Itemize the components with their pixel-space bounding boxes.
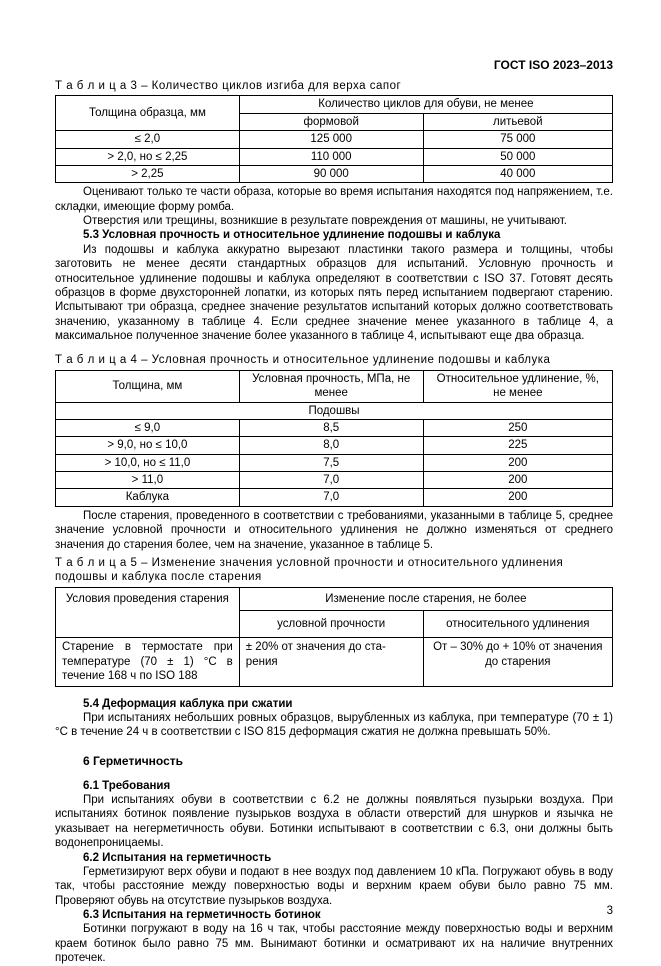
table3-caption-rest: – Количество циклов изгиба для верха сап… <box>137 80 401 92</box>
cell: > 10,0, но ≤ 11,0 <box>56 454 240 471</box>
cell: 40 000 <box>423 165 612 182</box>
table-row: Каблука 7,0 200 <box>56 489 613 506</box>
table-row: > 9,0, но ≤ 10,0 8,0 225 <box>56 437 613 454</box>
cell: 75 000 <box>423 131 612 148</box>
t5-sub1: условной прочности <box>277 618 385 630</box>
t3-col1: Толщина образца, мм <box>89 107 206 119</box>
para: Герметизируют верх обуви и подают в нее … <box>55 865 613 908</box>
table4-caption-prefix: Т а б л и ц а 4 <box>55 354 137 366</box>
t3-sub1: формовой <box>304 116 359 128</box>
para: Ботинки погружают в воду на 16 ч так, чт… <box>55 922 613 965</box>
table4-caption: Т а б л и ц а 4 – Условная прочность и о… <box>55 353 613 367</box>
t4-col1: Толщина, мм <box>112 380 182 392</box>
table-row: Подошвы <box>56 402 613 419</box>
cell: > 11,0 <box>56 472 240 489</box>
sec-6-3-title: 6.3 Испытания на герметичность ботинок <box>55 908 613 922</box>
cell: > 9,0, но ≤ 10,0 <box>56 437 240 454</box>
table4-caption-rest: – Условная прочность и относительное удл… <box>137 354 550 366</box>
t5-col1: Условия проведения старения <box>66 593 229 605</box>
cell: От – 30% до + 10% от значения до старени… <box>423 638 612 686</box>
cell: 200 <box>423 489 612 506</box>
table-row: ≤ 9,0 8,5 250 <box>56 419 613 436</box>
cell: 225 <box>423 437 612 454</box>
cell: 200 <box>423 472 612 489</box>
table3-caption-prefix: Т а б л и ц а 3 <box>55 80 137 92</box>
para: После старения, проведенного в соответст… <box>55 509 613 552</box>
table-row: > 2,0, но ≤ 2,25 110 000 50 000 <box>56 148 613 165</box>
cell: 250 <box>423 419 612 436</box>
page-number: 3 <box>607 904 613 918</box>
group-header: Подошвы <box>56 402 613 419</box>
sec-5-4-title: 5.4 Деформация каблука при сжатии <box>55 697 613 711</box>
cell: 8,5 <box>239 419 423 436</box>
doc-code: ГОСТ ISO 2023–2013 <box>55 58 613 73</box>
sec-6-1-title: 6.1 Требования <box>55 779 613 793</box>
cell: ≤ 9,0 <box>56 419 240 436</box>
cell: 7,5 <box>239 454 423 471</box>
cell: 50 000 <box>423 148 612 165</box>
para: При испытаниях небольших ровных образцов… <box>55 711 613 740</box>
cell: 7,0 <box>239 472 423 489</box>
table4: Толщина, мм Условная прочность, МПа, не … <box>55 370 613 507</box>
para: Из подошвы и каблука аккуратно вырезают … <box>55 243 613 344</box>
table-row: > 11,0 7,0 200 <box>56 472 613 489</box>
t5-sub2: относительного удлинения <box>446 618 589 630</box>
cell: > 2,25 <box>56 165 240 182</box>
cell: ± 20% от значения до ста- рения <box>239 638 423 686</box>
table-row: ≤ 2,0 125 000 75 000 <box>56 131 613 148</box>
sec-5-3-title: 5.3 Условная прочность и относительное у… <box>55 228 613 242</box>
table-row: Старение в термостате при температуре (7… <box>56 638 613 686</box>
table5-caption: Т а б л и ц а 5 – Изменение значения усл… <box>55 556 613 585</box>
table3: Толщина образца, мм Количество циклов дл… <box>55 95 613 183</box>
sec-6-2-title: 6.2 Испытания на герметичность <box>55 851 613 865</box>
table-row: > 2,25 90 000 40 000 <box>56 165 613 182</box>
para: Оценивают только те части образа, которы… <box>55 185 613 214</box>
cell: > 2,0, но ≤ 2,25 <box>56 148 240 165</box>
sec-6-title: 6 Герметичность <box>55 754 613 769</box>
cell: 110 000 <box>239 148 423 165</box>
cell: 90 000 <box>239 165 423 182</box>
table5-caption-prefix: Т а б л и ц а 5 <box>55 557 137 569</box>
cell: 7,0 <box>239 489 423 506</box>
group-header: Каблука <box>56 489 240 506</box>
t5-group: Изменение после старения, не более <box>325 593 526 605</box>
cell: 125 000 <box>239 131 423 148</box>
table5: Условия проведения старения Изменение по… <box>55 587 613 687</box>
table-row: > 10,0, но ≤ 11,0 7,5 200 <box>56 454 613 471</box>
para: Отверстия или трещины, возникшие в резул… <box>55 214 613 228</box>
cell: ≤ 2,0 <box>56 131 240 148</box>
t3-sub2: литьевой <box>493 116 543 128</box>
t3-group: Количество циклов для обуви, не менее <box>318 98 533 110</box>
t4-col3: Относительное удлинение, %, не менее <box>437 373 599 399</box>
cell: 200 <box>423 454 612 471</box>
page: ГОСТ ISO 2023–2013 Т а б л и ц а 3 – Кол… <box>0 0 661 936</box>
para: При испытаниях обуви в соответствии с 6.… <box>55 793 613 851</box>
table3-caption: Т а б л и ц а 3 – Количество циклов изги… <box>55 79 613 93</box>
t4-col2: Условная прочность, МПа, не менее <box>252 373 410 399</box>
cell: Старение в термостате при температуре (7… <box>56 638 240 686</box>
cell: 8,0 <box>239 437 423 454</box>
